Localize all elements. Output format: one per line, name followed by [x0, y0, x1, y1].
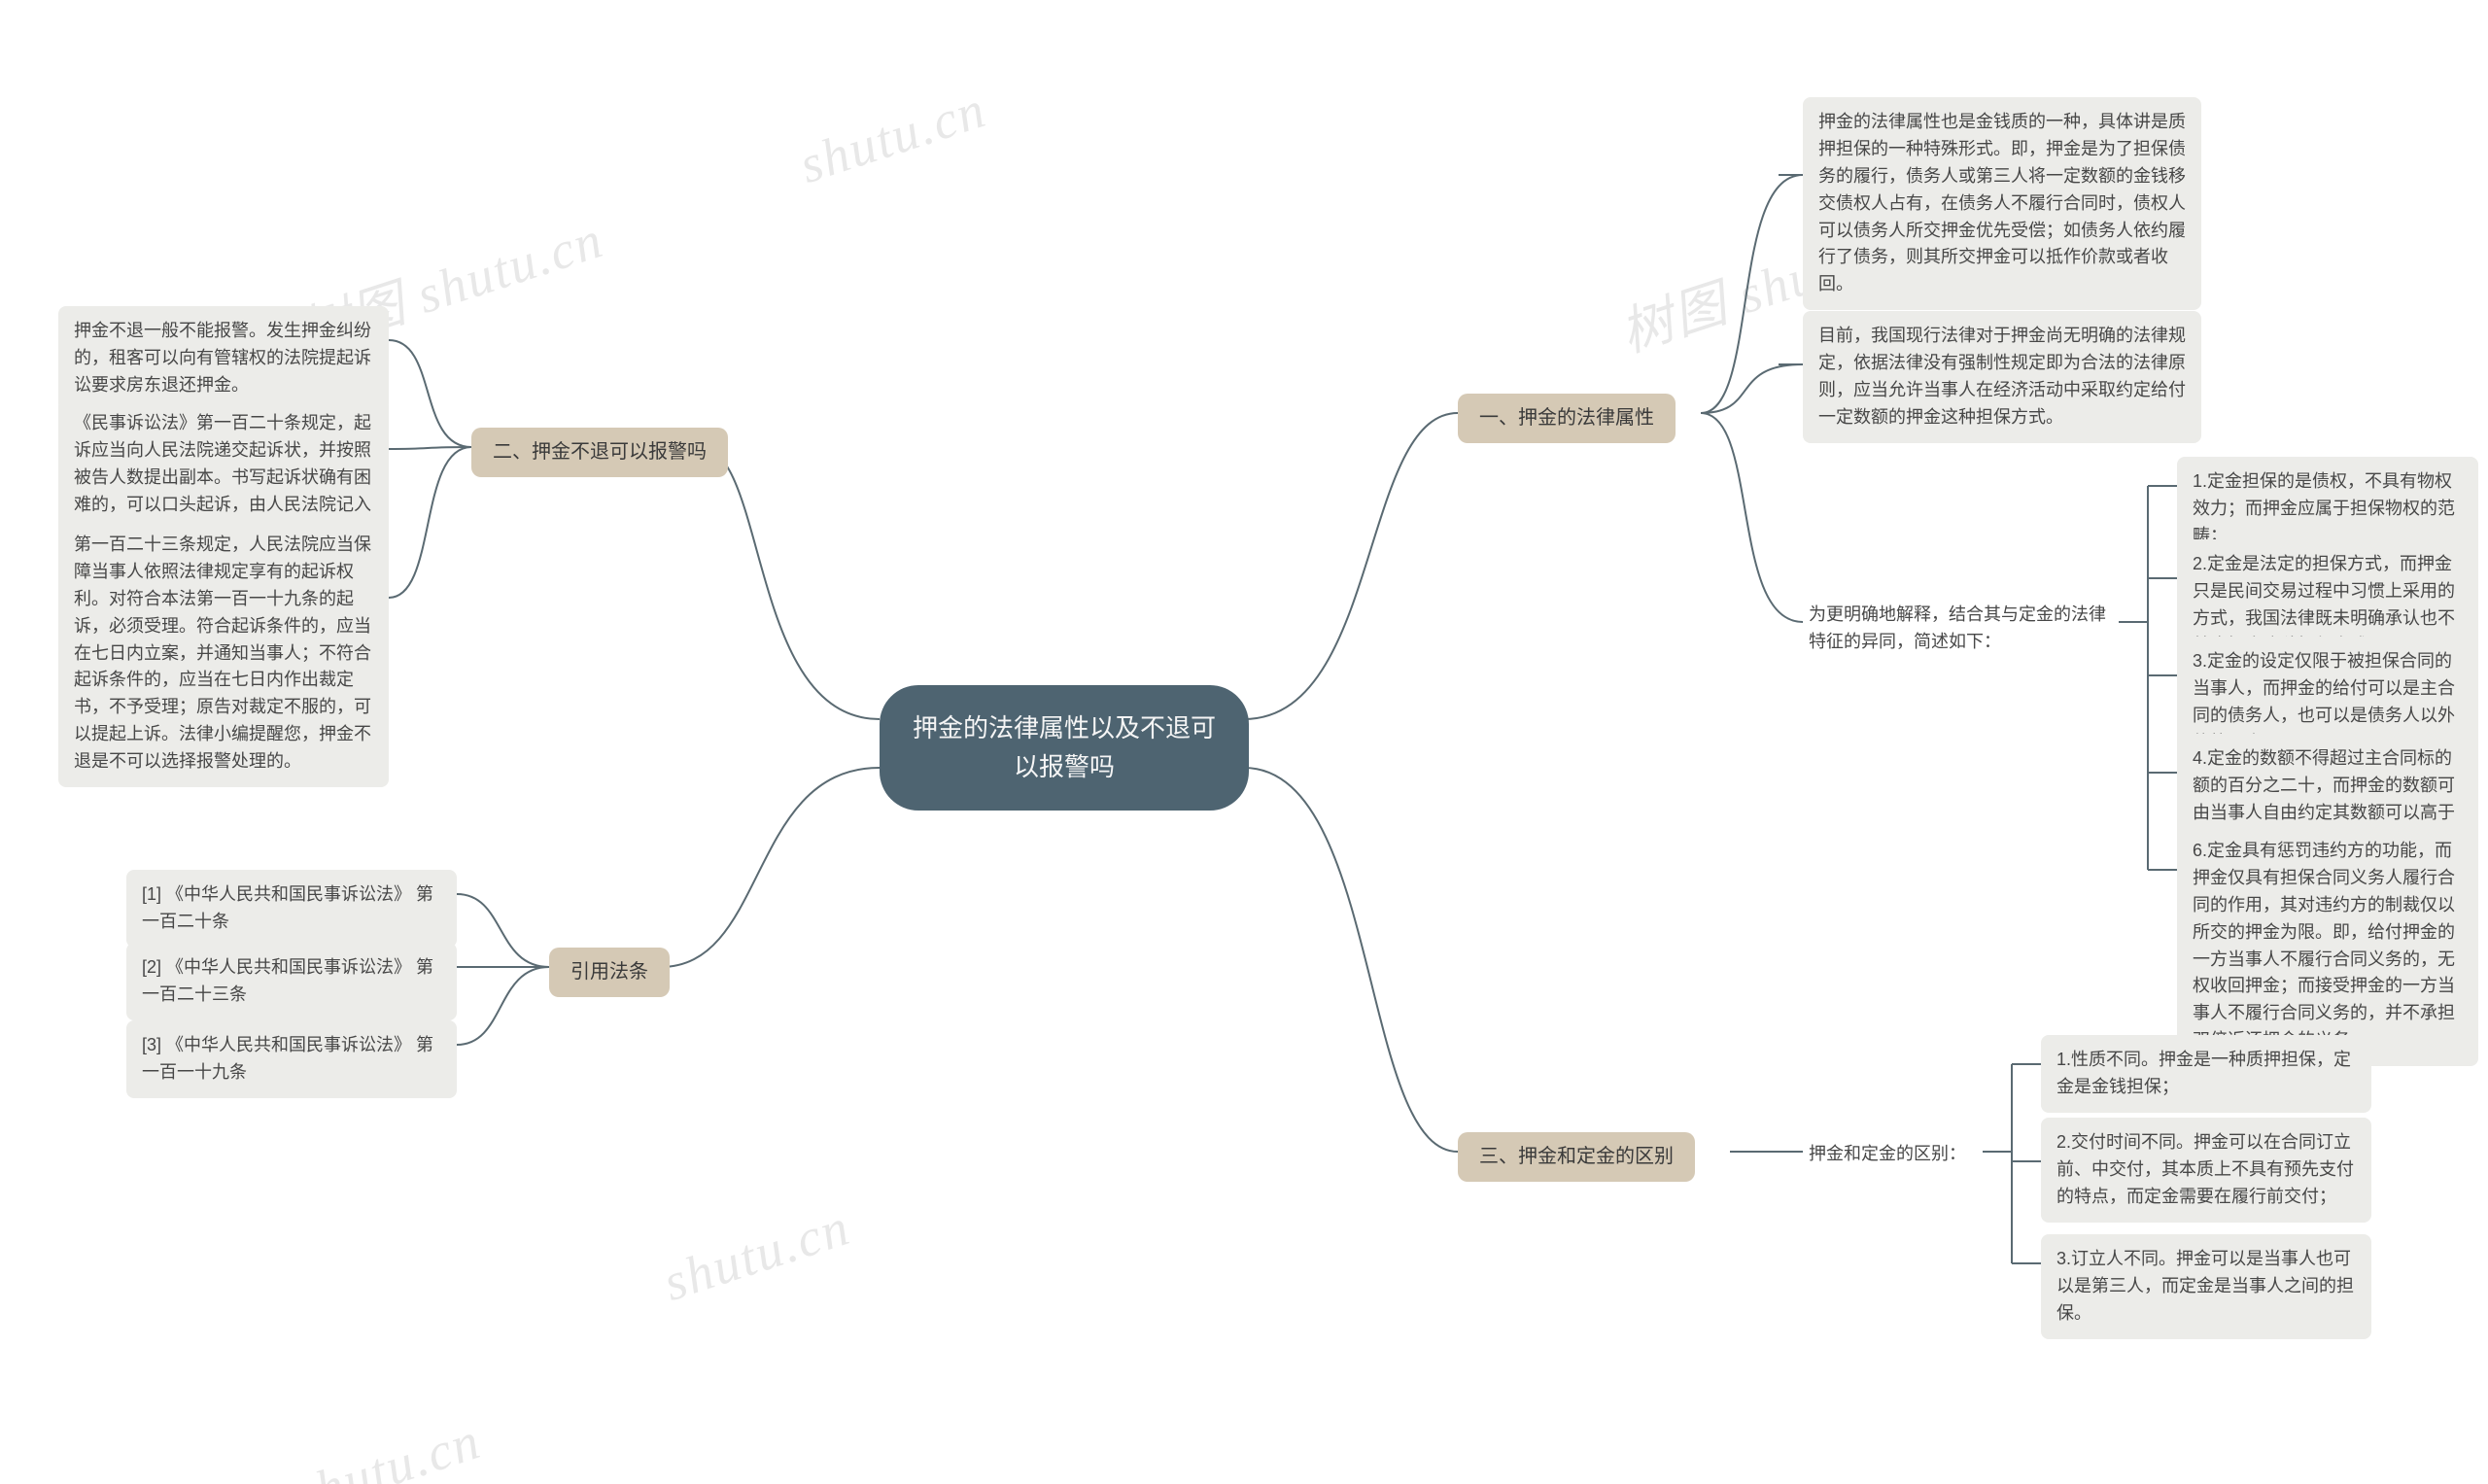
- leaf-b3-1: 1.性质不同。押金是一种质押担保，定金是金钱担保；: [2041, 1035, 2371, 1113]
- branch-4: 引用法条: [549, 948, 670, 997]
- watermark: shutu.cn: [792, 79, 993, 195]
- watermark: shutu.cn: [287, 1410, 488, 1484]
- leaf-b1-2: 目前，我国现行法律对于押金尚无明确的法律规定，依据法律没有强制性规定即为合法的法…: [1803, 311, 2201, 443]
- branch-3: 三、押金和定金的区别: [1458, 1132, 1695, 1182]
- leaf-b1-3-5: 6.定金具有惩罚违约方的功能，而押金仅具有担保合同义务人履行合同的作用，其对违约…: [2177, 826, 2478, 1066]
- leaf-b3-3: 3.订立人不同。押金可以是当事人也可以是第三人，而定金是当事人之间的担保。: [2041, 1234, 2371, 1339]
- leaf-b4-1: [1] 《中华人民共和国民事诉讼法》 第一百二十条: [126, 870, 457, 948]
- sub-b1-3-label: 为更明确地解释，结合其与定金的法律特征的异同，简述如下：: [1803, 598, 2124, 660]
- leaf-b4-3: [3] 《中华人民共和国民事诉讼法》 第一百一十九条: [126, 1020, 457, 1098]
- sub-b3-label: 押金和定金的区别：: [1803, 1137, 1987, 1172]
- leaf-b3-2: 2.交付时间不同。押金可以在合同订立前、中交付，其本质上不具有预先支付的特点，而…: [2041, 1118, 2371, 1223]
- leaf-b2-3: 第一百二十三条规定，人民法院应当保障当事人依照法律规定享有的起诉权利。对符合本法…: [58, 520, 389, 787]
- watermark: shutu.cn: [656, 1196, 857, 1313]
- branch-2: 二、押金不退可以报警吗: [471, 428, 728, 477]
- leaf-b2-1: 押金不退一般不能报警。发生押金纠纷的，租客可以向有管辖权的法院提起诉讼要求房东退…: [58, 306, 389, 411]
- branch-1: 一、押金的法律属性: [1458, 394, 1676, 443]
- leaf-b4-2: [2] 《中华人民共和国民事诉讼法》 第一百二十三条: [126, 943, 457, 1020]
- leaf-b1-1: 押金的法律属性也是金钱质的一种，具体讲是质押担保的一种特殊形式。即，押金是为了担…: [1803, 97, 2201, 310]
- center-node: 押金的法律属性以及不退可以报警吗: [880, 685, 1249, 811]
